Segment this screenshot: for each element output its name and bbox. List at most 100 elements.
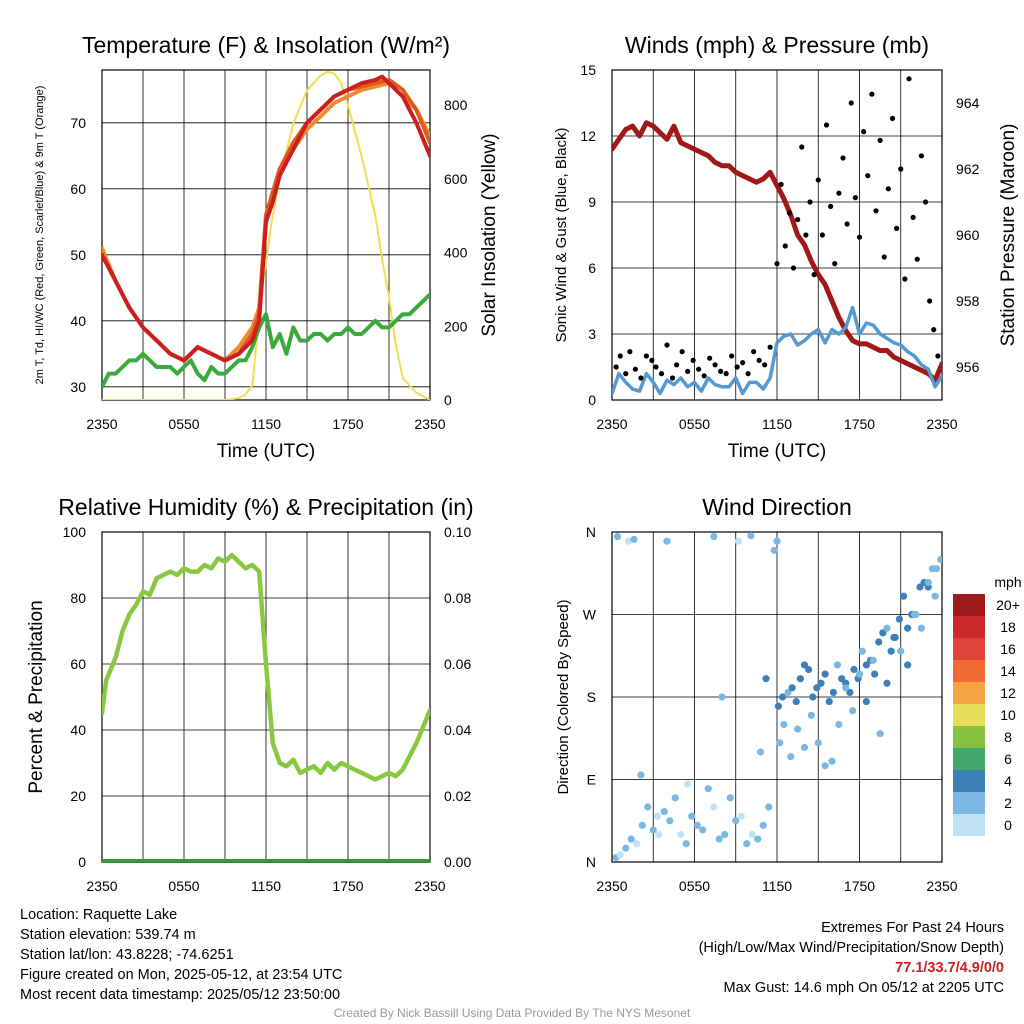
rh-ytick-right-label: 0.04: [444, 722, 471, 738]
winds-xtick-label: 2350: [926, 416, 957, 432]
winds-gust-point: [877, 137, 883, 143]
temp-ytick-right-label: 400: [444, 245, 468, 261]
wdir-point: [649, 826, 657, 834]
temp-temp2m-line: [102, 74, 430, 363]
wdir-xtick-label: 1750: [844, 878, 875, 894]
winds-gust-point: [718, 368, 724, 374]
winds-pressure-line: [612, 120, 942, 383]
temp-title: Temperature (F) & Insolation (W/m²): [82, 32, 450, 58]
winds-ylabel: Sonic Wind & Gust (Blue, Black): [553, 127, 570, 342]
rh-ytick-right-label: 0.06: [444, 656, 471, 672]
wdir-legend-label: 16: [1000, 641, 1016, 657]
station-location: Location: Raquette Lake: [20, 907, 178, 923]
winds-gust-point: [782, 243, 788, 249]
extremes-values: 77.1/33.7/4.9/0/0: [895, 960, 1004, 976]
temp-xtick-label: 2350: [86, 416, 117, 432]
wdir-point: [876, 730, 884, 738]
temp-xlabel: Time (UTC): [217, 441, 316, 462]
wdir-ytick-label: E: [587, 772, 596, 788]
wdir-point: [660, 807, 668, 816]
winds-gust-point: [894, 225, 900, 231]
wdir-point: [638, 821, 646, 829]
winds-gust-point: [623, 371, 629, 377]
wdir-point: [710, 803, 718, 811]
wdir-xtick-label: 1150: [762, 878, 792, 894]
winds-ylabel-right: Station Pressure (Maroon): [998, 124, 1019, 347]
wdir-point: [734, 537, 743, 545]
temp-ytick-label: 40: [70, 313, 86, 329]
wdir-point: [644, 803, 652, 811]
winds-gust-point: [632, 366, 638, 372]
wdir-point: [858, 647, 866, 655]
winds-gust-point: [819, 232, 825, 238]
wdir-legend-swatch: [953, 726, 985, 748]
winds-gust-point: [935, 353, 941, 359]
winds-gust-point: [707, 355, 713, 361]
wdir-point: [784, 688, 792, 697]
wdir-point: [829, 688, 837, 697]
wdir-point: [754, 835, 762, 843]
winds-gust-point: [658, 371, 665, 377]
temp-ytick-right-label: 200: [444, 318, 468, 334]
wdir-point: [773, 537, 781, 545]
winds-gust-point: [756, 357, 762, 363]
rh-ytick-label: 0: [78, 854, 86, 870]
wdir-point: [743, 840, 751, 848]
wdir-point: [787, 752, 795, 761]
wdir-legend-swatch: [953, 704, 985, 726]
wdir-legend-swatch: [953, 638, 985, 660]
winds-wind-line: [612, 305, 942, 396]
wdir-point: [800, 661, 809, 669]
winds-gust-point: [881, 254, 887, 260]
winds-gust-point: [669, 375, 676, 381]
wdir-point: [796, 675, 804, 683]
wdir-point: [677, 830, 685, 839]
rh-rh-line: [102, 552, 430, 782]
wdir-point: [756, 748, 765, 756]
winds-gust-point: [828, 203, 834, 209]
wdir-legend-label: 10: [1000, 707, 1016, 723]
wdir-point: [862, 697, 870, 706]
winds-gust-point: [613, 364, 619, 370]
winds-gust-point: [734, 364, 740, 370]
temp-dewpoint-line: [102, 292, 430, 389]
winds-gust-point: [856, 234, 863, 240]
wdir-point: [833, 661, 842, 669]
wdir-point: [663, 537, 671, 545]
winds-ytick-label: 0: [588, 392, 596, 408]
wdir-point: [904, 661, 912, 669]
winds-gust-point: [751, 349, 757, 355]
wdir-point: [778, 693, 787, 701]
winds-ytick-right-label: 958: [956, 293, 980, 309]
wdir-point: [794, 725, 802, 733]
wdir-point: [637, 771, 645, 779]
winds-gust-point: [927, 298, 933, 304]
wdir-point: [759, 821, 767, 829]
wdir-point: [862, 661, 870, 669]
winds-gust-point: [840, 155, 846, 161]
wdir-point: [653, 812, 661, 820]
wdir-point: [688, 812, 696, 820]
wdir-point: [924, 578, 932, 587]
wdir-point: [895, 615, 903, 623]
wdir-legend-label: 0: [1004, 817, 1012, 833]
wdir-ytick-label: N: [586, 524, 596, 540]
wdir-title: Wind Direction: [702, 494, 852, 520]
wdir-point: [721, 830, 729, 839]
wdir-point: [788, 684, 796, 692]
wdir-point: [666, 817, 674, 825]
temp-ytick-right-label: 0: [444, 392, 452, 408]
wdir-point: [699, 826, 707, 834]
winds-xtick-label: 0550: [679, 416, 710, 432]
winds-gust-point: [712, 362, 718, 368]
wdir-point: [883, 679, 891, 687]
rh-ytick-label: 80: [70, 590, 86, 606]
wdir-point: [774, 702, 782, 710]
winds-gust-point: [774, 261, 780, 267]
wdir-point: [682, 840, 690, 848]
temp-ylabel: 2m T, Td, HI/WC (Red, Green, Scarlet/Blu…: [34, 86, 46, 385]
wdir-point: [821, 670, 829, 678]
winds-gust-point: [823, 122, 830, 128]
wdir-legend-label: 20+: [996, 597, 1020, 613]
wdir-point: [633, 840, 641, 848]
